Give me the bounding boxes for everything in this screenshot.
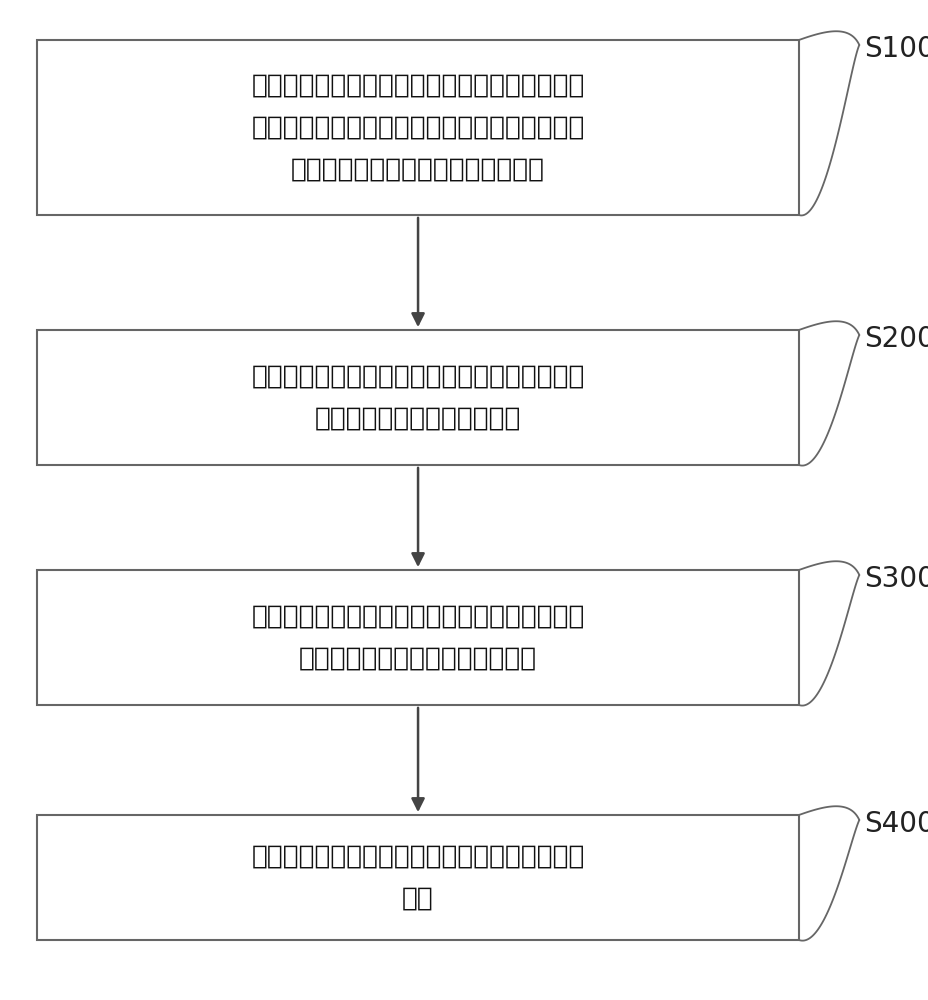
Text: 基于抗弯刚度与抗拉刚度等效的原则，将管束模: 基于抗弯刚度与抗拉刚度等效的原则，将管束模 (251, 72, 584, 98)
Text: 模型和管板模型的等效载荷；: 模型和管板模型的等效载荷； (315, 406, 521, 432)
Text: 根据当量圆筒模型、当量实心圆平板模型和等效: 根据当量圆筒模型、当量实心圆平板模型和等效 (251, 603, 584, 630)
Text: 等效处理得到当量实心圆平板模型；: 等效处理得到当量实心圆平板模型； (290, 156, 545, 182)
Text: 算。: 算。 (402, 886, 433, 912)
Text: S100: S100 (863, 35, 928, 63)
Bar (37, 570, 798, 705)
Bar (37, 815, 798, 940)
Text: 根据有限元应力分析模型，对换热器进行强度计: 根据有限元应力分析模型，对换热器进行强度计 (251, 844, 584, 869)
Bar (37, 40, 798, 215)
Text: S400: S400 (863, 810, 928, 838)
Bar (37, 330, 798, 465)
Text: 根据泊松效应与轴向载荷等效的原理，得到管束: 根据泊松效应与轴向载荷等效的原理，得到管束 (251, 363, 584, 389)
Text: S200: S200 (863, 325, 928, 353)
Text: S300: S300 (863, 565, 928, 593)
Text: 载荷，建立有限元应力分析模型；: 载荷，建立有限元应力分析模型； (299, 646, 536, 672)
Text: 型等效处理得到当量圆筒模型，并将管板布管区: 型等效处理得到当量圆筒模型，并将管板布管区 (251, 114, 584, 140)
